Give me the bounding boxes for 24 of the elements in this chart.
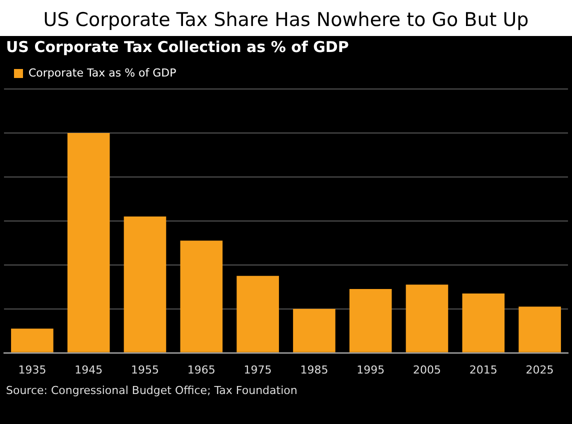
bar [349,289,392,352]
bar [11,328,54,352]
chart-subtitle: US Corporate Tax Collection as % of GDP [5,37,350,58]
bar [67,132,110,352]
x-tick-label: 2005 [413,363,441,376]
x-tick-label: 1995 [356,363,385,376]
chart-title: US Corporate Tax Share Has Nowhere to Go But Up [42,8,530,33]
x-tick-label: 2025 [526,363,554,376]
x-tick-label: 1945 [74,363,103,376]
x-tick-label: 1955 [131,363,159,376]
x-tick-label: 1965 [187,363,216,376]
x-tick-label: 1985 [300,363,328,376]
bar [236,276,279,352]
bar [462,293,505,352]
legend-label: Corporate Tax as % of GDP [28,66,177,80]
bar [124,216,166,352]
x-tick-label: 1975 [244,363,272,376]
bar [180,240,223,352]
x-tick-label: 1935 [18,363,46,376]
x-tick-label: 2015 [469,363,498,376]
bar [406,284,448,352]
bar [293,308,336,352]
source-note: Source: Congressional Budget Office; Tax Foundation [6,384,298,397]
bar [518,306,561,352]
